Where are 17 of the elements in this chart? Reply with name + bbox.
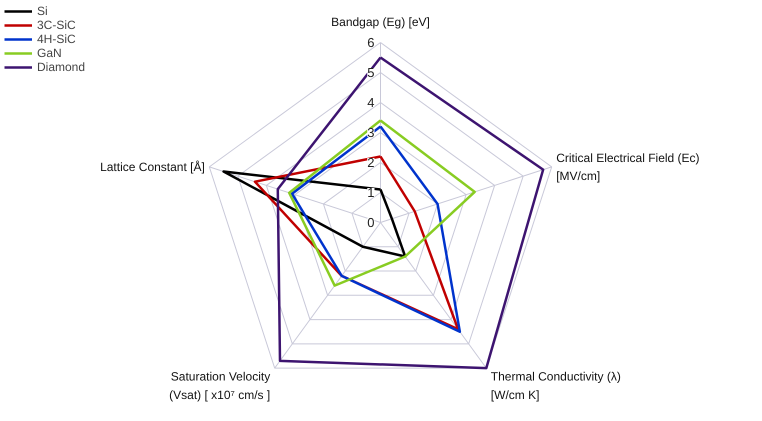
legend-label: 4H-SiC <box>37 32 76 46</box>
y-tick-label: 6 <box>367 35 375 50</box>
y-tick-label: 1 <box>367 185 375 200</box>
y-tick-label: 0 <box>367 215 375 230</box>
spoke-label: Saturation Velocity (Vsat) [ x10⁷ cm/s ] <box>169 370 270 402</box>
spoke-label: Critical Electrical Field (Ec) [MV/cm] <box>556 150 700 183</box>
legend-label: Diamond <box>37 60 86 74</box>
legend-label: Si <box>37 4 49 18</box>
y-tick-label: 2 <box>367 155 375 170</box>
spoke-label: Thermal Conductivity (λ) [W/cm K] <box>490 370 621 402</box>
spoke-label: Bandgap (Eg) [eV] <box>331 15 430 29</box>
legend-label: 3C-SiC <box>37 18 76 32</box>
spoke-label: Lattice Constant [Å] <box>100 160 205 174</box>
y-tick-label: 3 <box>367 125 375 140</box>
y-tick-label: 4 <box>367 95 375 110</box>
legend-label: GaN <box>37 46 62 60</box>
y-tick-label: 5 <box>367 65 375 80</box>
